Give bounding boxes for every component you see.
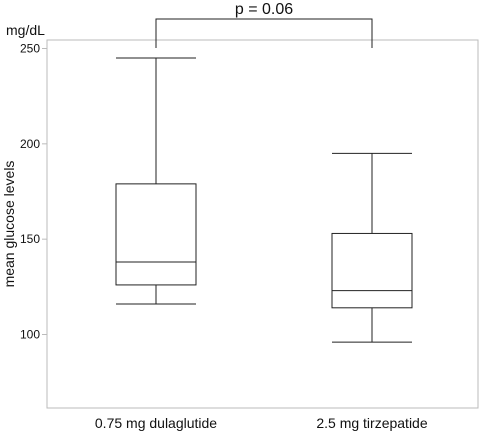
- y-axis: 100 150 200 250: [20, 42, 47, 342]
- boxes: [115, 57, 413, 343]
- iqr-box: [115, 183, 197, 286]
- y-axis-title: mean glucose levels: [1, 161, 17, 288]
- box-1: [115, 57, 197, 305]
- y-tick-label-100: 100: [20, 328, 40, 342]
- significance-bracket: p = 0.06: [155, 1, 373, 48]
- p-value-label: p = 0.06: [235, 1, 293, 18]
- y-tick-label-250: 250: [20, 42, 40, 56]
- bracket-line: [155, 18, 373, 48]
- y-unit-label: mg/dL: [6, 22, 45, 38]
- iqr-box: [331, 232, 413, 309]
- box-2: [331, 152, 413, 343]
- x-category-label-2: 2.5 mg tirzepatide: [316, 415, 427, 431]
- y-tick-label-150: 150: [20, 232, 40, 246]
- x-axis-labels: 0.75 mg dulaglutide 2.5 mg tirzepatide: [95, 415, 428, 431]
- plot-frame: [46, 39, 479, 409]
- y-tick-label-200: 200: [20, 137, 40, 151]
- x-category-label-1: 0.75 mg dulaglutide: [95, 415, 217, 431]
